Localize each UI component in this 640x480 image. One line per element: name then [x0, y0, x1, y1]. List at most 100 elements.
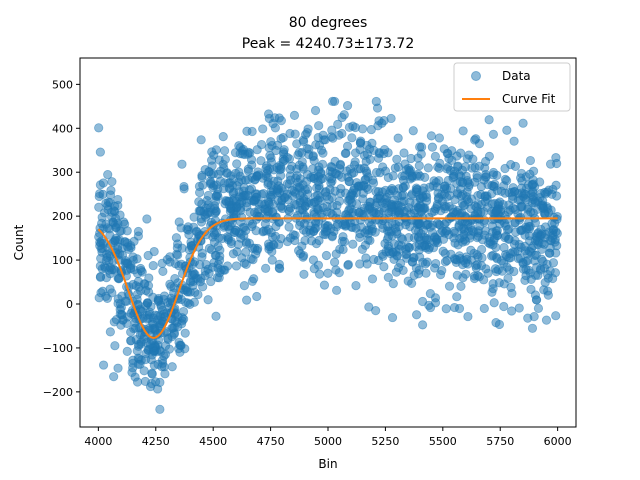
- data-point: [488, 129, 499, 139]
- data-point: [314, 235, 324, 246]
- chart-title: 80 degrees: [289, 15, 368, 31]
- data-point: [517, 202, 527, 212]
- data-point: [314, 121, 324, 131]
- data-point: [290, 199, 300, 209]
- x-tick-label: 5500: [429, 435, 457, 448]
- data-point: [531, 295, 542, 305]
- data-point: [98, 360, 109, 370]
- data-point: [396, 258, 406, 268]
- data-point: [414, 265, 424, 275]
- data-point: [157, 362, 167, 372]
- data-point: [247, 126, 257, 137]
- data-point: [543, 290, 553, 300]
- x-tick-label: 5750: [486, 435, 514, 448]
- data-point: [327, 232, 337, 242]
- data-point: [374, 209, 384, 219]
- data-point: [278, 187, 289, 197]
- data-point: [230, 148, 241, 158]
- plot-area: [94, 96, 562, 414]
- data-point: [518, 118, 528, 128]
- data-point: [455, 177, 465, 187]
- data-point: [137, 267, 147, 277]
- data-point: [94, 202, 104, 212]
- y-axis-label: Count: [12, 224, 26, 260]
- data-point: [249, 196, 259, 206]
- data-point: [194, 181, 205, 191]
- y-axis-ticks: −200 −100 0 100 200 300 400 500: [43, 78, 80, 399]
- data-point: [506, 282, 516, 292]
- data-point: [349, 160, 360, 170]
- data-point: [371, 96, 381, 107]
- chart-subtitle: Peak = 4240.73±173.72: [242, 36, 414, 52]
- x-tick-label: 4000: [84, 435, 112, 448]
- data-point: [177, 159, 187, 169]
- data-point: [374, 147, 384, 158]
- data-point: [321, 250, 332, 261]
- data-point: [218, 159, 228, 169]
- data-point: [344, 177, 355, 187]
- data-point: [405, 167, 415, 177]
- data-point: [343, 259, 353, 270]
- data-point: [311, 218, 321, 228]
- data-point: [322, 191, 332, 201]
- data-point: [337, 128, 347, 139]
- data-point: [502, 176, 512, 186]
- data-point: [163, 333, 173, 343]
- data-point: [541, 315, 552, 325]
- data-point: [285, 128, 295, 139]
- data-point: [228, 174, 238, 184]
- data-point: [358, 194, 368, 204]
- data-point: [166, 281, 176, 292]
- data-point: [243, 190, 253, 201]
- data-point: [278, 156, 288, 167]
- data-point: [213, 263, 223, 273]
- data-point: [231, 261, 241, 271]
- data-point: [358, 181, 368, 191]
- y-tick-label: 100: [52, 254, 73, 267]
- data-point: [548, 184, 558, 194]
- data-point: [390, 163, 400, 173]
- data-point: [299, 269, 309, 279]
- data-point: [401, 244, 411, 254]
- data-point: [184, 229, 194, 240]
- data-point: [360, 240, 370, 250]
- data-point: [474, 272, 484, 282]
- data-point: [183, 222, 193, 232]
- data-point: [545, 159, 556, 169]
- data-point: [266, 241, 276, 252]
- data-point: [515, 253, 525, 263]
- data-point: [105, 327, 115, 337]
- data-point: [276, 134, 286, 144]
- data-point: [328, 133, 338, 143]
- y-tick-label: −100: [43, 342, 73, 355]
- data-point: [543, 273, 553, 283]
- data-point: [452, 292, 462, 302]
- data-point: [269, 165, 279, 175]
- data-point: [399, 148, 409, 158]
- data-point: [351, 281, 361, 291]
- data-point: [105, 230, 115, 240]
- data-point: [444, 281, 455, 291]
- data-point: [387, 312, 398, 323]
- data-point: [398, 182, 408, 192]
- data-point: [261, 263, 271, 273]
- data-point: [401, 220, 411, 230]
- data-point: [453, 162, 463, 172]
- data-point: [171, 233, 182, 243]
- data-point: [258, 124, 268, 134]
- data-point: [479, 207, 489, 217]
- legend: Data Curve Fit: [453, 62, 571, 112]
- x-tick-label: 4500: [199, 435, 227, 448]
- data-point: [387, 184, 397, 194]
- data-point: [479, 303, 489, 314]
- legend-label-curve-fit: Curve Fit: [502, 92, 556, 106]
- data-point: [107, 288, 117, 298]
- data-point: [440, 181, 450, 191]
- x-tick-label: 5000: [314, 435, 342, 448]
- data-point: [516, 226, 526, 236]
- data-point: [266, 153, 276, 163]
- data-point: [454, 251, 465, 261]
- data-point: [528, 188, 538, 198]
- data-point: [309, 156, 319, 166]
- data-point: [202, 196, 212, 206]
